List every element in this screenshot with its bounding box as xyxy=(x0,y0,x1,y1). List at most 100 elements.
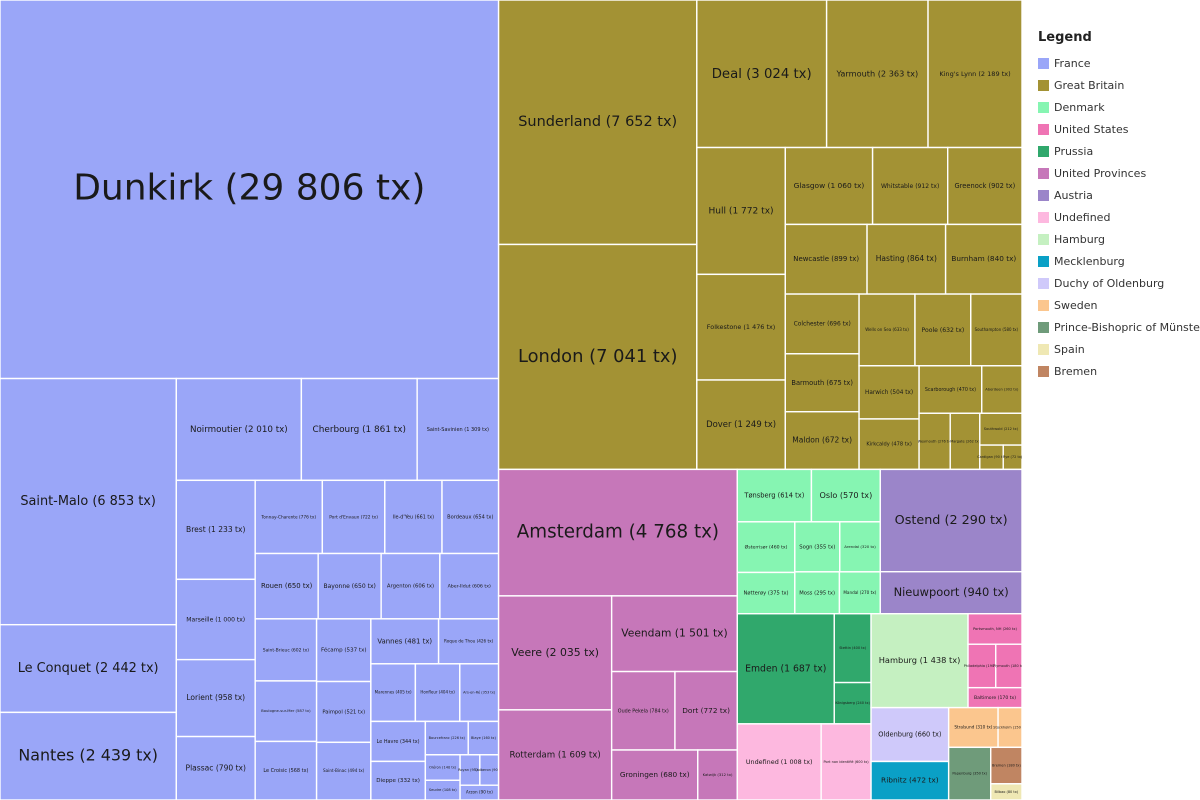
legend-swatch xyxy=(1038,365,1049,377)
tile-label: Ars-en-Ré (353 tx) xyxy=(463,691,496,695)
treemap-tile xyxy=(370,663,417,723)
treemap-tile xyxy=(0,377,178,626)
tile-label: Rouen (650 tx) xyxy=(261,582,313,590)
treemap-tile xyxy=(254,740,318,800)
tile-label: Arzon (90 tx) xyxy=(466,790,493,795)
legend-item: Bremen xyxy=(1038,360,1198,382)
group-prussia: Emden (1 687 tx) Stettin (400 tx) Königsbe… xyxy=(736,613,872,725)
tile-label: Rye (72 tx) xyxy=(1003,455,1022,459)
tile-label: Kirkcaldy (478 tx) xyxy=(866,442,911,448)
legend-item: Denmark xyxy=(1038,96,1198,118)
legend-label: Duchy of Oldenburg xyxy=(1054,276,1165,290)
tile-label: Königsberg (240 tx) xyxy=(835,701,870,705)
treemap-tile xyxy=(459,663,500,723)
tile-label: Hasting (864 tx) xyxy=(876,254,937,263)
legend-swatch xyxy=(1038,277,1049,289)
legend-swatch xyxy=(1038,189,1049,201)
treemap-tile xyxy=(610,749,699,800)
tile-label: Weymouth (276 tx) xyxy=(918,439,953,443)
treemap-tile xyxy=(315,680,372,744)
legend-label: Great Britain xyxy=(1054,78,1125,92)
treemap-chart: Dunkirk (29 806 tx) Saint-Malo (6 853 tx)… xyxy=(0,0,1022,800)
treemap-tile xyxy=(175,377,303,482)
tile-label: Le Conquet (2 442 tx) xyxy=(18,661,159,676)
tile-label: Bilbao (80 tx) xyxy=(995,790,1019,794)
legend-label: Denmark xyxy=(1054,100,1105,114)
legend-swatch xyxy=(1038,145,1049,157)
treemap-tile xyxy=(918,365,983,414)
treemap-tile xyxy=(315,741,372,800)
tile-label: Paimpol (521 tx) xyxy=(322,709,365,715)
tile-label: Scarborough (470 tx) xyxy=(925,387,976,393)
tile-label: Margate (262 tx) xyxy=(950,439,980,443)
tile-label: Nieuwpoort (940 tx) xyxy=(894,585,1009,599)
tile-label: Dort (772 tx) xyxy=(682,706,730,715)
treemap-tile xyxy=(0,623,178,714)
legend-item: United Provinces xyxy=(1038,162,1198,184)
treemap-tile xyxy=(317,552,382,620)
legend-swatch xyxy=(1038,255,1049,267)
treemap-tile xyxy=(497,468,738,597)
treemap-tile xyxy=(175,658,256,738)
tile-label: Stettin (400 tx) xyxy=(839,646,867,650)
group-mecklenburg: Ribnitz (472 tx) xyxy=(870,760,950,800)
tile-label: Portsmouth, NH (260 tx) xyxy=(973,627,1017,631)
treemap-tile xyxy=(858,293,916,367)
tile-label: Emden (1 687 tx) xyxy=(745,663,826,674)
tile-label: Dunkirk (29 806 tx) xyxy=(73,167,425,208)
treemap-tile xyxy=(300,377,418,482)
tile-label: Oslo (570 tx) xyxy=(819,490,872,500)
legend-item: Mecklenburg xyxy=(1038,250,1198,272)
tile-label: Marseille (1 000 tx) xyxy=(186,616,245,623)
tile-label: Ostend (2 290 tx) xyxy=(895,513,1008,528)
tile-label: Cardigan (90 tx) xyxy=(977,455,1006,459)
tile-label: Saint-Binac (494 tx) xyxy=(323,768,365,773)
tile-label: Tønsberg (614 tx) xyxy=(743,492,804,500)
tile-label: Aberdeen (302 tx) xyxy=(985,388,1019,392)
tile-label: Sunderland (7 652 tx) xyxy=(518,114,677,130)
tile-label: Rotterdam (1 609 tx) xyxy=(510,750,601,760)
legend-swatch xyxy=(1038,343,1049,355)
legend-label: France xyxy=(1054,56,1091,70)
tile-label: Le Croisic (568 tx) xyxy=(263,768,308,774)
group-duchy-of-oldenburg: Oldenburg (660 tx) xyxy=(870,706,950,763)
treemap-tile xyxy=(380,552,441,620)
treemap-tile xyxy=(441,479,500,555)
tile-label: Veendam (1 501 tx) xyxy=(621,627,727,640)
group-denmark: Tønsberg (614 tx) Oslo (570 tx) Østerrisør… xyxy=(736,468,881,615)
legend-label: Bremen xyxy=(1054,364,1098,378)
tile-label: King's Lynn (2 189 tx) xyxy=(939,70,1010,78)
tile-label: Hamburg (1 438 tx) xyxy=(879,655,961,665)
tile-label: Southampton (580 tx) xyxy=(975,327,1019,332)
tile-label: Royan (95 tx) xyxy=(458,768,482,772)
group-sweden: Stralsund (310 tx)Stockholm (150 tx) xyxy=(947,706,1022,749)
tile-label: Papenburg (350 tx) xyxy=(952,772,987,776)
treemap-tile xyxy=(254,552,319,620)
treemap-tile xyxy=(794,521,841,573)
treemap-tile xyxy=(370,760,427,800)
tile-label: Nøtterøy (375 tx) xyxy=(744,591,789,597)
legend-swatch xyxy=(1038,321,1049,333)
tile-label: Dover (1 249 tx) xyxy=(706,419,776,429)
tile-label: Greenock (902 tx) xyxy=(955,182,1016,190)
treemap-tile xyxy=(784,146,874,226)
treemap-tile xyxy=(370,618,440,665)
treemap-tile xyxy=(254,618,318,682)
tile-label: Argenton (606 tx) xyxy=(387,584,434,590)
legend-label: Mecklenburg xyxy=(1054,254,1125,268)
legend-title: Legend xyxy=(1038,30,1092,45)
tile-label: Plymouth (180 tx) xyxy=(993,664,1022,668)
treemap-tile xyxy=(944,223,1022,295)
legend-item: Great Britain xyxy=(1038,74,1198,96)
legend-item: Undefined xyxy=(1038,206,1198,228)
group-bremen: Bremen (180 tx) xyxy=(990,746,1022,785)
treemap-tile xyxy=(995,643,1022,689)
tile-label: Veere (2 035 tx) xyxy=(511,646,599,659)
tile-label: Oude Pekela (784 tx) xyxy=(618,708,669,714)
treemap-tile xyxy=(497,595,613,711)
legend-swatch xyxy=(1038,167,1049,179)
legend-item: Spain xyxy=(1038,338,1198,360)
tile-label: Saint-Malo (6 853 tx) xyxy=(20,494,156,509)
treemap-tile xyxy=(947,146,1022,226)
treemap-tile xyxy=(696,273,787,381)
